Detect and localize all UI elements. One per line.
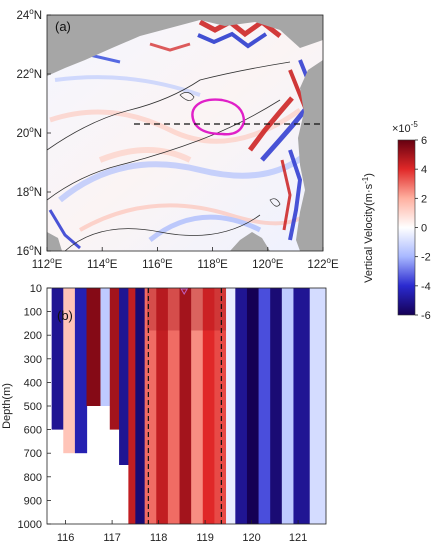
a-ytick-label: 22oN: [16, 66, 42, 81]
b-ytick-label: 700: [24, 448, 42, 460]
section-marker: [180, 288, 189, 295]
b-ytick-label: 600: [24, 425, 42, 437]
a-xtick-label: 118oE: [197, 256, 228, 271]
section-column: [270, 288, 283, 524]
panel-b-y-ticks: 10 100 200 300 400 500 600 700 800 900 1000: [18, 283, 51, 531]
section-column: [128, 288, 136, 524]
section-column: [144, 288, 157, 524]
b-xtick-label: 119: [196, 532, 214, 544]
panel-a-map: (a) 112oE 114oE 116oE 118oE 120oE 122oE 16oN1…: [16, 7, 339, 271]
land-luzon: [230, 232, 270, 251]
panel-a-label: (a): [55, 19, 71, 34]
b-xtick-label: 120: [242, 532, 260, 544]
a-xtick-label: 122oE: [307, 256, 339, 271]
b-ytick-label: 500: [24, 401, 42, 413]
section-column: [156, 288, 169, 524]
section-column: [135, 288, 146, 524]
panel-a-x-ticks: 112oE 114oE 116oE 118oE 120oE 122oE: [32, 247, 339, 271]
b-ytick-label: 1000: [18, 519, 42, 531]
panel-b-x-ticks: 116 117 118 119 120 121: [57, 520, 307, 544]
b-xtick-label: 121: [289, 532, 307, 544]
section-column: [214, 288, 227, 524]
colorbar-tick-label: 2: [421, 193, 427, 205]
colorbar-tick-label: -6: [421, 310, 431, 322]
b-xtick-label: 117: [103, 532, 121, 544]
colorbar-tick-label: -2: [421, 252, 431, 264]
section-column: [63, 288, 76, 454]
colorbar-exponent: ×10-5: [392, 120, 418, 135]
a-xtick-label: 116oE: [142, 256, 173, 271]
a-xtick-label: 112oE: [32, 256, 63, 271]
b-xtick-label: 116: [57, 532, 75, 544]
section-column: [86, 288, 102, 406]
section-column: [309, 288, 326, 524]
section-column: [258, 288, 271, 524]
b-ytick-label: 300: [24, 354, 42, 366]
section-column: [246, 288, 260, 524]
section-column: [226, 288, 236, 524]
b-ytick-label: 900: [24, 495, 42, 507]
section-column: [119, 288, 129, 465]
b-ytick-label: 100: [24, 307, 42, 319]
a-ytick-label: 18oN: [16, 184, 42, 199]
colorbar-tick-label: 4: [421, 164, 427, 176]
colorbar-tick-label: -4: [421, 281, 431, 293]
panel-b-label: (b): [57, 308, 73, 323]
section-column: [179, 288, 192, 524]
section-column: [281, 288, 295, 524]
panel-a-y-ticks: 16oN 18oN 20oN 22oN 24oN: [16, 7, 51, 258]
colorbar-bar: [397, 139, 416, 316]
a-ytick-label: 20oN: [16, 125, 42, 140]
section-column: [51, 288, 64, 430]
a-ytick-label: 24oN: [16, 7, 42, 22]
section-column: [293, 288, 311, 524]
panel-b-ylabel: Depth(m): [1, 383, 13, 429]
b-xtick-label: 118: [150, 532, 168, 544]
colorbar-tick-label: 0: [421, 223, 427, 235]
a-xtick-label: 120oE: [252, 256, 284, 271]
section-columns: [51, 288, 326, 524]
land-taiwan: [296, 60, 323, 251]
section-column: [167, 288, 181, 524]
b-ytick-label: 200: [24, 330, 42, 342]
a-xtick-label: 114oE: [87, 256, 118, 271]
a-ytick-label: 16oN: [16, 243, 42, 258]
b-ytick-label: 10: [30, 283, 42, 295]
land-hainan: [47, 232, 62, 251]
map-field: [47, 15, 323, 251]
colorbar: 6 4 2 0 -2 -4 -6 ×10-5 Vertical Velocity(m·s-1…: [361, 120, 431, 322]
section-column: [235, 288, 248, 524]
section-column: [202, 288, 215, 524]
section-dashed-lines: [147, 288, 222, 524]
section-column: [100, 288, 111, 406]
section-column: [109, 288, 120, 430]
land-north: [47, 15, 323, 76]
surface-band: [146, 288, 227, 331]
outlined-region: [191, 98, 246, 136]
colorbar-ticks: 6 4 2 0 -2 -4 -6: [415, 135, 431, 322]
b-ytick-label: 800: [24, 472, 42, 484]
panel-b-section: (b) 116 117 118 119 120 121 10 100 200 300 400 500…: [1, 283, 327, 544]
section-column: [191, 288, 204, 524]
colorbar-tick-label: 6: [421, 135, 427, 147]
b-ytick-label: 400: [24, 377, 42, 389]
colorbar-label: Vertical Velocity(m·s-1): [361, 173, 375, 283]
section-column: [74, 288, 88, 454]
